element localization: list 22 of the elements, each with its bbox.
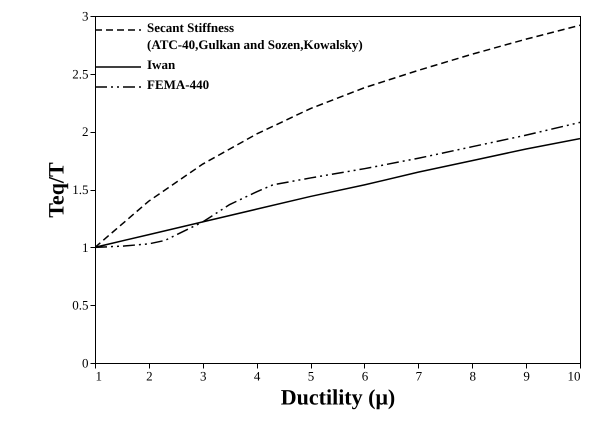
y-tick-label: 3 bbox=[82, 8, 88, 24]
x-tick-label: 4 bbox=[254, 368, 261, 384]
y-tick-label: 0 bbox=[82, 356, 88, 370]
y-tick-label: 2.5 bbox=[72, 66, 88, 82]
x-tick-label: 1 bbox=[96, 368, 102, 384]
x-tick-label: 6 bbox=[362, 368, 369, 384]
x-tick-label: 7 bbox=[416, 368, 423, 384]
y-tick-label: 0.5 bbox=[72, 298, 88, 313]
legend-label: FEMA-440 bbox=[147, 77, 210, 92]
y-tick-label: 1 bbox=[82, 240, 88, 255]
y-tick-label: 2 bbox=[82, 124, 88, 140]
legend-label: Iwan bbox=[147, 57, 176, 72]
legend-label: Secant Stiffness (ATC-40,Gulkan and Sozen,Kowalsky) bbox=[147, 20, 363, 52]
x-tick-label: 3 bbox=[200, 368, 207, 384]
x-tick-label: 5 bbox=[308, 368, 314, 384]
x-tick-label: 9 bbox=[523, 368, 530, 384]
x-tick-label: 8 bbox=[469, 368, 476, 384]
y-tick-label: 1.5 bbox=[72, 182, 88, 197]
y-axis-title: Teq/T bbox=[43, 162, 68, 218]
x-axis-title: Ductility (μ) bbox=[280, 384, 396, 410]
x-tick-label: 10 bbox=[568, 368, 580, 384]
x-tick-label: 2 bbox=[146, 368, 153, 384]
